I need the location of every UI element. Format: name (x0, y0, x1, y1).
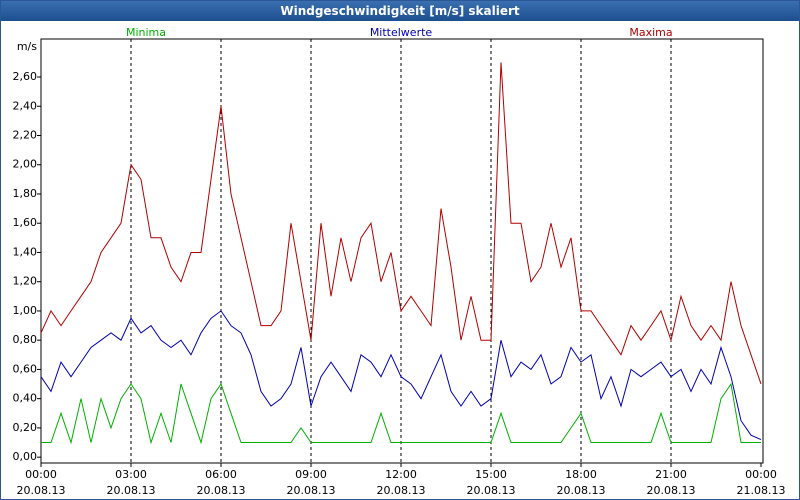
x-tick-date: 20.08.13 (107, 484, 156, 497)
series-line (40, 310, 762, 441)
y-tick-label: 0,20 (13, 421, 38, 434)
y-tick-label: 2,60 (13, 70, 38, 83)
x-tick-date: 20.08.13 (557, 484, 606, 497)
y-axis-label: m/s (17, 40, 37, 53)
series-line (40, 62, 762, 385)
x-tick-date: 20.08.13 (287, 484, 336, 497)
y-tick-label: 1,40 (13, 245, 38, 258)
x-tick-label: 03:00 (115, 468, 147, 481)
y-tick-label: 2,40 (13, 99, 38, 112)
y-tick-label: 2,20 (13, 128, 38, 141)
x-tick-date: 20.08.13 (467, 484, 516, 497)
plot-area (40, 38, 764, 464)
y-tick-label: 0,00 (13, 450, 38, 463)
chart: m/s 0,00 0,20 0,40 0,60 0,80 1,00 1,20 1,40 1,60 1… (13, 26, 786, 497)
x-tick-label: 15:00 (475, 468, 507, 481)
y-tick-label: 1,60 (13, 216, 38, 229)
x-tick-label: 06:00 (205, 468, 237, 481)
x-tick-date: 20.08.13 (17, 484, 66, 497)
x-tick-label: 18:00 (565, 468, 597, 481)
y-tick-label: 1,80 (13, 187, 38, 200)
x-tick-date: 20.08.13 (197, 484, 246, 497)
x-tick-label: 09:00 (295, 468, 327, 481)
x-tick-label: 00:00 (25, 468, 57, 481)
x-tick-label: 00:00 (745, 468, 777, 481)
y-tick-label: 0,40 (13, 392, 38, 405)
x-tick-date: 20.08.13 (377, 484, 426, 497)
x-tick-date: 20.08.13 (647, 484, 696, 497)
y-tick-label: 1,20 (13, 275, 38, 288)
x-tick-label: 12:00 (385, 468, 417, 481)
y-tick-label: 0,80 (13, 333, 38, 346)
y-tick-label: 2,00 (13, 158, 38, 171)
legend-entry: Mittelwerte (370, 26, 433, 39)
x-tick-label: 21:00 (655, 468, 687, 481)
series-line (41, 382, 761, 445)
x-tick-date: 21.08.13 (737, 484, 786, 497)
legend-entry: Minima (126, 26, 166, 39)
title-bar: Windgeschwindigkeit [m/s] skaliert (1, 1, 799, 21)
y-tick-label: 0,60 (13, 362, 38, 375)
y-tick-label: 1,00 (13, 304, 38, 317)
legend-entry: Maxima (629, 26, 672, 39)
